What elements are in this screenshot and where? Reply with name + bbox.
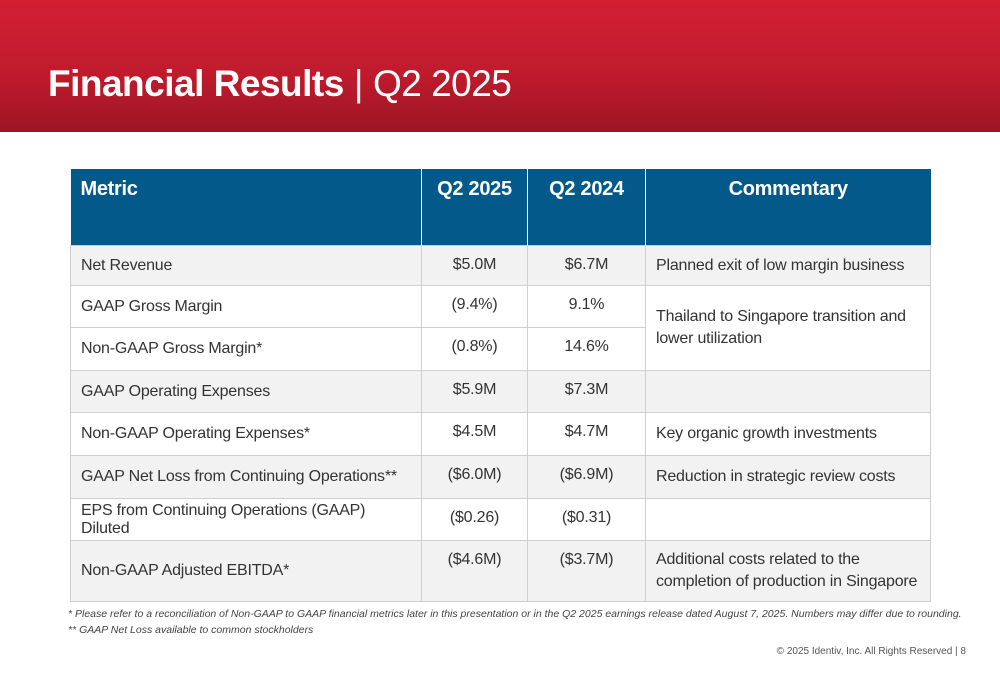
q2-2024-cell: ($6.9M) — [527, 455, 646, 499]
q2-2024-cell: 9.1% — [527, 285, 646, 328]
title-separator: | — [353, 63, 364, 104]
page-title: Financial Results | Q2 2025 — [48, 60, 512, 108]
financial-results-table: Metric Q2 2025 Q2 2024 Commentary Net Re… — [70, 169, 931, 602]
q2-2025-cell: ($4.6M) — [421, 540, 528, 602]
commentary-cell: Key organic growth investments — [645, 412, 931, 456]
footnote-non-gaap: * Please refer to a reconciliation of No… — [68, 608, 962, 620]
metric-cell: GAAP Gross Margin — [70, 285, 422, 328]
commentary-cell — [645, 498, 931, 541]
column-header-q2-2024: Q2 2024 — [527, 169, 646, 246]
metric-cell: Net Revenue — [70, 245, 422, 286]
footnotes: * Please refer to a reconciliation of No… — [68, 606, 962, 638]
table-header-row: Metric Q2 2025 Q2 2024 Commentary — [70, 169, 931, 246]
q2-2024-cell: $6.7M — [527, 245, 646, 286]
table-row: EPS from Continuing Operations (GAAP) Di… — [70, 498, 931, 541]
q2-2025-cell: $5.9M — [421, 370, 528, 413]
table-row: Non-GAAP Gross Margin* (0.8%) 14.6% — [70, 327, 931, 371]
metric-cell: GAAP Net Loss from Continuing Operations… — [70, 455, 422, 499]
q2-2025-cell: ($6.0M) — [421, 455, 528, 499]
title-main: Financial Results — [48, 63, 344, 104]
commentary-cell: Planned exit of low margin business — [645, 245, 931, 286]
table-row: GAAP Net Loss from Continuing Operations… — [70, 455, 931, 499]
column-header-q2-2025: Q2 2025 — [421, 169, 528, 246]
column-header-commentary: Commentary — [645, 169, 931, 246]
table-row: Net Revenue $5.0M $6.7M Planned exit of … — [70, 245, 931, 286]
table-row: GAAP Gross Margin (9.4%) 9.1% Thailand t… — [70, 285, 931, 371]
metric-cell: EPS from Continuing Operations (GAAP) Di… — [70, 498, 422, 541]
metric-cell: GAAP Operating Expenses — [70, 370, 422, 413]
commentary-cell: Additional costs related to the completi… — [645, 540, 931, 602]
table-row: Non-GAAP Operating Expenses* $4.5M $4.7M… — [70, 412, 931, 456]
q2-2024-cell: 14.6% — [527, 327, 646, 371]
q2-2024-cell: ($0.31) — [527, 498, 646, 541]
metric-cell: Non-GAAP Operating Expenses* — [70, 412, 422, 456]
commentary-cell: Reduction in strategic review costs — [645, 455, 931, 499]
table-row: GAAP Operating Expenses $5.9M $7.3M — [70, 370, 931, 413]
q2-2025-cell: $5.0M — [421, 245, 528, 286]
copyright-notice: © 2025 Identiv, Inc. All Rights Reserved… — [776, 646, 966, 657]
q2-2025-cell: (9.4%) — [421, 285, 528, 328]
table-row: Non-GAAP Adjusted EBITDA* ($4.6M) ($3.7M… — [70, 540, 931, 602]
metric-cell: Non-GAAP Gross Margin* — [70, 327, 422, 371]
q2-2025-cell: ($0.26) — [421, 498, 528, 541]
column-header-metric: Metric — [70, 169, 422, 246]
title-banner — [0, 0, 1000, 132]
q2-2025-cell: (0.8%) — [421, 327, 528, 371]
q2-2024-cell: ($3.7M) — [527, 540, 646, 602]
q2-2024-cell: $7.3M — [527, 370, 646, 413]
footnote-net-loss: ** GAAP Net Loss available to common sto… — [68, 624, 314, 636]
metric-cell: Non-GAAP Adjusted EBITDA* — [70, 540, 422, 602]
title-period: Q2 2025 — [372, 63, 512, 104]
q2-2024-cell: $4.7M — [527, 412, 646, 456]
q2-2025-cell: $4.5M — [421, 412, 528, 456]
commentary-cell — [645, 370, 931, 413]
commentary-cell: Thailand to Singapore transition and low… — [645, 285, 931, 371]
